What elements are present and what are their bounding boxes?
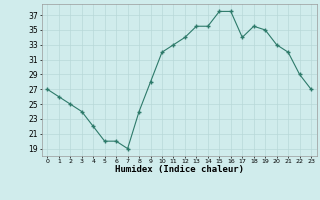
X-axis label: Humidex (Indice chaleur): Humidex (Indice chaleur) bbox=[115, 165, 244, 174]
